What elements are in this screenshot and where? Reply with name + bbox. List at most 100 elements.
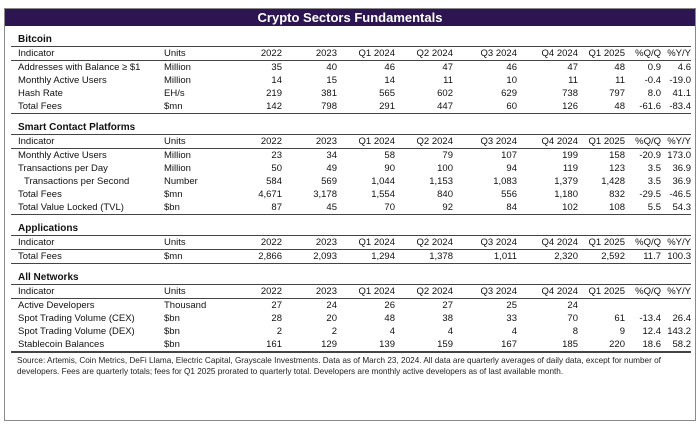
value-cell: 629 [501, 88, 517, 99]
fundamentals-table-panel: Crypto Sectors Fundamentals Bitcoin Indic… [4, 8, 696, 421]
value-cell: 840 [437, 189, 453, 200]
value-cell: 584 [266, 176, 282, 187]
indicator-cell: Monthly Active Users [18, 150, 107, 161]
value-cell: 291 [337, 100, 395, 114]
unit-cell: $bn [164, 338, 227, 352]
column-header: Q3 2024 [453, 46, 517, 61]
unit-cell: $mn [164, 249, 227, 264]
value-cell: -61.6 [625, 100, 661, 114]
value-cell: 11 [615, 75, 625, 86]
column-header: Q4 2024 [517, 134, 578, 149]
header-row: Indicator Units 2022 2023 Q1 2024 Q2 2024 Q3 2… [11, 284, 691, 299]
value-cell: 4 [511, 326, 517, 337]
value-cell: 27 [271, 300, 282, 311]
value-cell: 60 [453, 100, 517, 114]
column-header: Q4 2024 [517, 284, 578, 299]
table-row: Hash Rate EH/s 219 381 565 602 629 738 797 8.0 41.… [11, 87, 691, 100]
column-header: Q1 2025 [578, 46, 625, 61]
column-header: 2022 [227, 235, 282, 250]
value-cell: 41.1 [672, 88, 692, 99]
table-row: Spot Trading Volume (DEX) $bn 2 2 4 4 4 8 9 12.4 1… [11, 325, 691, 338]
value-cell: 832 [609, 189, 625, 200]
section-table: Indicator Units 2022 2023 Q1 2024 Q2 2024 Q3 2… [11, 134, 691, 215]
value-cell: 38 [442, 313, 453, 324]
column-header: Indicator [11, 284, 164, 299]
value-cell: 48 [614, 62, 625, 73]
column-header: %Y/Y [661, 235, 691, 250]
value-cell: 143.2 [667, 326, 691, 337]
value-cell: 84 [453, 201, 517, 215]
value-cell: 48 [384, 313, 395, 324]
unit-cell: Million [164, 163, 191, 174]
column-header: 2022 [227, 46, 282, 61]
column-header: Q3 2024 [453, 134, 517, 149]
unit-cell: $mn [164, 189, 183, 200]
indicator-cell: Total Fees [18, 189, 62, 200]
value-cell: 2,592 [578, 249, 625, 264]
column-header: 2023 [282, 235, 337, 250]
value-cell: -46.5 [669, 189, 691, 200]
table-row: Total Fees $mn 2,866 2,093 1,294 1,378 1,011 2,… [11, 249, 691, 264]
value-cell [625, 299, 661, 313]
column-header: Units [164, 284, 227, 299]
value-cell: 3,178 [313, 189, 337, 200]
column-header: Q2 2024 [395, 46, 453, 61]
value-cell: 46 [384, 62, 395, 73]
value-cell: 11 [443, 75, 453, 86]
value-cell: -29.5 [639, 189, 661, 200]
value-cell: -19.0 [669, 75, 691, 86]
column-header: %Y/Y [661, 46, 691, 61]
column-header: Q2 2024 [395, 235, 453, 250]
value-cell: 50 [271, 163, 282, 174]
table-row: Active Developers Thousand 27 24 26 27 25 24 [11, 299, 691, 313]
section-title: All Networks [18, 272, 79, 283]
value-cell: 26.4 [672, 313, 692, 324]
value-cell: 119 [562, 163, 578, 174]
value-cell: 49 [326, 163, 337, 174]
value-cell: 28 [271, 313, 282, 324]
value-cell: 1,294 [337, 249, 395, 264]
value-cell: 100 [437, 163, 453, 174]
table-row: Spot Trading Volume (CEX) $bn 28 20 48 38 33 70… [11, 312, 691, 325]
value-cell: 199 [562, 150, 578, 161]
value-cell: 20 [326, 313, 337, 324]
column-header: %Q/Q [625, 235, 661, 250]
value-cell: 2 [276, 326, 282, 337]
value-cell: 10 [506, 75, 517, 86]
unit-cell: Million [164, 150, 191, 161]
value-cell: 23 [271, 150, 282, 161]
value-cell: 14 [271, 75, 282, 86]
column-header: %Y/Y [661, 284, 691, 299]
section-table: Indicator Units 2022 2023 Q1 2024 Q2 2024 Q3 2… [11, 46, 691, 114]
value-cell: 8 [572, 326, 578, 337]
value-cell: 24 [326, 300, 337, 311]
column-header: Units [164, 46, 227, 61]
value-cell: 447 [395, 100, 453, 114]
column-header: %Q/Q [625, 46, 661, 61]
section-title: Applications [18, 223, 79, 234]
section-gap [5, 215, 695, 222]
value-cell: 2 [331, 326, 337, 337]
value-cell: 34 [326, 150, 337, 161]
column-header: Q4 2024 [517, 235, 578, 250]
value-cell: 2,093 [282, 249, 337, 264]
column-header: Units [164, 235, 227, 250]
footer-divider [11, 352, 691, 353]
indicator-cell: Addresses with Balance ≥ $1 [18, 62, 141, 73]
value-cell: 87 [227, 201, 282, 215]
value-cell: 4.6 [677, 62, 691, 73]
unit-cell: Number [164, 176, 198, 187]
table-row: Addresses with Balance ≥ $1 Million 35 40 46… [11, 61, 691, 75]
value-cell: 61 [614, 313, 625, 324]
column-header: Q2 2024 [395, 284, 453, 299]
value-cell: 11.7 [625, 249, 661, 264]
column-header: %Y/Y [661, 134, 691, 149]
column-header: %Q/Q [625, 284, 661, 299]
value-cell: 94 [506, 163, 517, 174]
table-title: Crypto Sectors Fundamentals [5, 9, 695, 26]
indicator-cell: Total Value Locked (TVL) [11, 201, 164, 215]
value-cell: 92 [395, 201, 453, 215]
value-cell: 556 [501, 189, 517, 200]
value-cell: 2,320 [517, 249, 578, 264]
value-cell: 46 [506, 62, 517, 73]
